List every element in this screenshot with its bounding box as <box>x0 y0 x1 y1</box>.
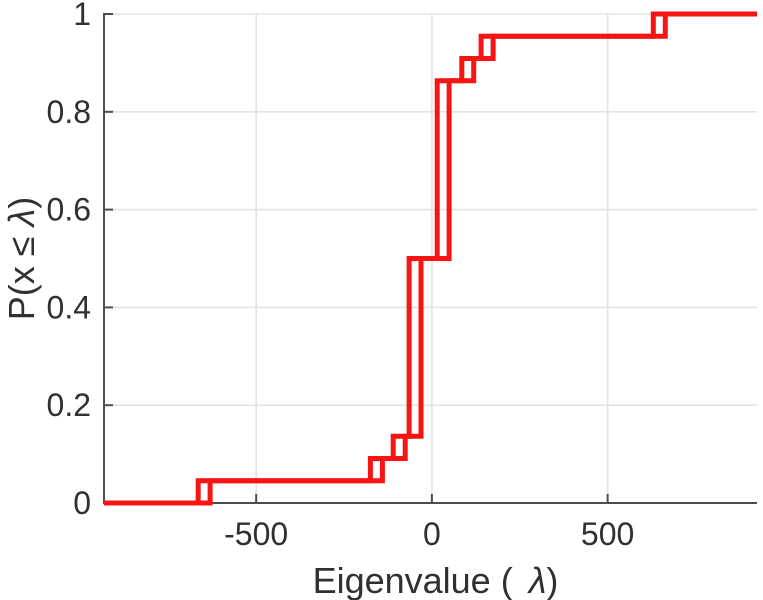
y-tick-label: 0.4 <box>47 289 91 325</box>
x-tick-label: 500 <box>581 516 634 552</box>
y-tick-label: 0.2 <box>47 387 91 423</box>
y-axis-label: P(x ≤ λ) <box>1 197 42 320</box>
x-tick-label: 0 <box>423 516 441 552</box>
x-tick-label: -500 <box>224 516 288 552</box>
y-tick-label: 0.6 <box>47 192 91 228</box>
y-tick-label: 1 <box>73 0 91 32</box>
y-tick-label: 0 <box>73 485 91 521</box>
x-axis-label: Eigenvalue (λ) <box>313 560 559 600</box>
y-tick-label: 0.8 <box>47 94 91 130</box>
ecdf-staircase-2 <box>104 11 757 506</box>
